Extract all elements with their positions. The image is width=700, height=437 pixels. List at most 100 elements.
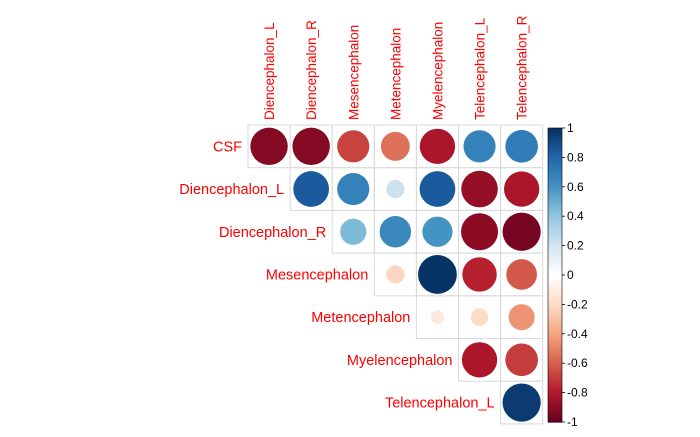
- colorbar-segment: [548, 135, 562, 139]
- colorbar-segment: [548, 221, 562, 225]
- correlation-circle: [379, 216, 412, 248]
- colorbar-segment: [548, 333, 562, 337]
- colorbar-segment: [548, 319, 562, 323]
- colorbar-segment: [548, 355, 562, 359]
- colorbar-segment: [548, 140, 562, 144]
- colorbar-segment: [548, 211, 562, 215]
- colorbar-segment: [548, 177, 562, 181]
- correlation-circle: [250, 127, 288, 166]
- correlation-circle: [461, 213, 499, 251]
- colorbar-tick-label: 0.4: [567, 209, 584, 223]
- colorbar-segment: [548, 240, 562, 244]
- column-label: Diencephalon_L: [262, 22, 277, 120]
- colorbar-segment: [548, 385, 562, 389]
- correlation-circle: [340, 218, 367, 245]
- colorbar-segment: [548, 326, 562, 330]
- colorbar-segment: [548, 399, 562, 403]
- colorbar-segment: [548, 282, 562, 286]
- correlation-circle: [463, 130, 496, 163]
- colorbar-segment: [548, 262, 562, 266]
- colorbar-segment: [548, 279, 562, 283]
- colorbar-segment: [548, 321, 562, 325]
- colorbar-segment: [548, 235, 562, 239]
- colorbar-segment: [548, 257, 562, 261]
- colorbar-segment: [548, 233, 562, 237]
- colorbar-segment: [548, 311, 562, 315]
- colorbar-segment: [548, 223, 562, 227]
- row-label: Mesencephalon: [266, 267, 368, 283]
- colorbar-segment: [548, 228, 562, 232]
- colorbar-segment: [548, 284, 562, 288]
- colorbar-segment: [548, 409, 562, 413]
- colorbar-segment: [548, 360, 562, 364]
- colorbar-segment: [548, 130, 562, 134]
- colorbar-segment: [548, 179, 562, 183]
- colorbar-segment: [548, 243, 562, 247]
- column-label: Mesencephalon: [346, 25, 361, 120]
- colorbar-segment: [548, 159, 562, 163]
- colorbar-segment: [548, 252, 562, 256]
- colorbar-segment: [548, 365, 562, 369]
- colorbar-segment: [548, 226, 562, 230]
- correlation-circle: [505, 130, 538, 163]
- colorbar-segment: [548, 189, 562, 193]
- colorbar-segment: [548, 417, 562, 421]
- colorbar: 1 0.8 0.6 0.4 0.2 0 -0.2 -0.4 -0.6 -0.8 -1: [547, 121, 588, 429]
- colorbar-segment: [548, 377, 562, 381]
- colorbar-tick-label: 0.2: [567, 239, 584, 253]
- correlation-circle: [503, 171, 540, 207]
- colorbar-tick-label: 0.8: [567, 150, 584, 164]
- colorbar-segment: [548, 336, 562, 340]
- colorbar-segment: [548, 201, 562, 205]
- colorbar-segment: [548, 174, 562, 178]
- colorbar-segment: [548, 260, 562, 264]
- row-label: Myelencephalon: [347, 353, 453, 369]
- colorbar-segment: [548, 350, 562, 354]
- colorbar-segment: [548, 132, 562, 136]
- colorbar-segment: [548, 395, 562, 399]
- colorbar-segment: [548, 245, 562, 249]
- colorbar-tick-label: -0.6: [567, 356, 588, 370]
- colorbar-segment: [548, 341, 562, 345]
- colorbar-segment: [548, 196, 562, 200]
- correlation-circle: [508, 304, 535, 331]
- colorbar-segment: [548, 348, 562, 352]
- colorbar-segment: [548, 250, 562, 254]
- correlation-circle: [502, 383, 541, 422]
- row-label: Metencephalon: [311, 310, 410, 326]
- colorbar-segment: [548, 346, 562, 350]
- colorbar-segment: [548, 142, 562, 146]
- correlation-circle: [292, 127, 330, 166]
- correlation-circle: [505, 343, 538, 377]
- colorbar-segment: [548, 145, 562, 149]
- colorbar-segment: [548, 316, 562, 320]
- colorbar-segment: [548, 368, 562, 372]
- colorbar-segment: [548, 184, 562, 188]
- colorbar-tick-label: -0.4: [567, 327, 588, 341]
- colorbar-segment: [548, 157, 562, 161]
- colorbar-segment: [548, 419, 562, 423]
- colorbar-segment: [548, 277, 562, 281]
- colorbar-segment: [548, 353, 562, 357]
- colorbar-segment: [548, 331, 562, 335]
- column-label: Myelencephalon: [430, 22, 445, 120]
- colorbar-segment: [548, 248, 562, 252]
- colorbar-segment: [548, 275, 562, 279]
- correlation-circle: [418, 255, 457, 294]
- colorbar-segment: [548, 380, 562, 384]
- colorbar-segment: [548, 162, 562, 166]
- colorbar-tick-label: -1: [567, 415, 578, 429]
- colorbar-segment: [548, 294, 562, 298]
- colorbar-segment: [548, 404, 562, 408]
- colorbar-segment: [548, 213, 562, 217]
- correlation-circle: [462, 257, 497, 292]
- colorbar-segment: [548, 152, 562, 156]
- correlation-circle: [337, 172, 370, 206]
- colorbar-segment: [548, 402, 562, 406]
- colorbar-segment: [548, 206, 562, 210]
- correlation-circle: [461, 342, 498, 378]
- colorbar-segment: [548, 407, 562, 411]
- colorbar-segment: [548, 181, 562, 185]
